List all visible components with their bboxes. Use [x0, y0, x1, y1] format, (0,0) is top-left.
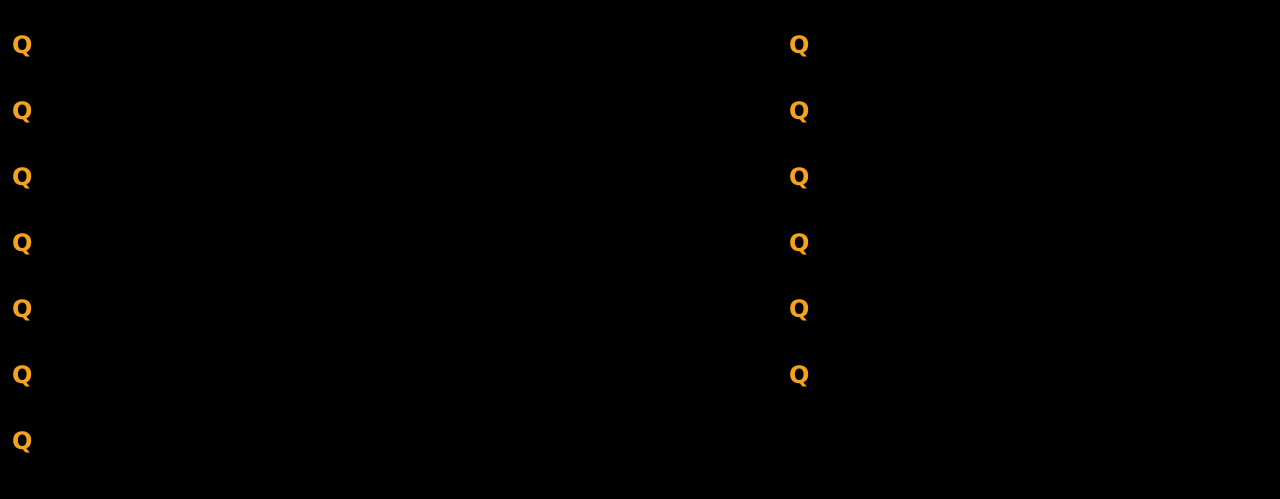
- question-q-icon: Q: [12, 361, 33, 389]
- faq-item[interactable]: Q: [789, 229, 810, 257]
- faq-column-left: Q Q Q Q Q Q Q: [12, 31, 33, 499]
- question-q-icon: Q: [12, 427, 33, 455]
- faq-item[interactable]: Q: [12, 427, 33, 455]
- question-q-icon: Q: [12, 97, 33, 125]
- faq-item[interactable]: Q: [789, 361, 810, 389]
- question-q-icon: Q: [789, 229, 810, 257]
- question-q-icon: Q: [789, 295, 810, 323]
- faq-item[interactable]: Q: [12, 295, 33, 323]
- faq-item[interactable]: Q: [12, 229, 33, 257]
- faq-item[interactable]: Q: [12, 31, 33, 59]
- question-q-icon: Q: [789, 97, 810, 125]
- faq-column-right: Q Q Q Q Q Q: [789, 31, 810, 433]
- faq-item[interactable]: Q: [12, 361, 33, 389]
- question-q-icon: Q: [12, 31, 33, 59]
- faq-item[interactable]: Q: [12, 163, 33, 191]
- faq-item[interactable]: Q: [789, 163, 810, 191]
- faq-item[interactable]: Q: [789, 97, 810, 125]
- faq-item[interactable]: Q: [789, 31, 810, 59]
- question-q-icon: Q: [789, 163, 810, 191]
- question-q-icon: Q: [12, 163, 33, 191]
- faq-item[interactable]: Q: [789, 295, 810, 323]
- question-q-icon: Q: [789, 361, 810, 389]
- faq-section: Q Q Q Q Q Q Q Q Q Q Q: [12, 31, 810, 453]
- faq-item[interactable]: Q: [12, 97, 33, 125]
- question-q-icon: Q: [12, 295, 33, 323]
- question-q-icon: Q: [789, 31, 810, 59]
- question-q-icon: Q: [12, 229, 33, 257]
